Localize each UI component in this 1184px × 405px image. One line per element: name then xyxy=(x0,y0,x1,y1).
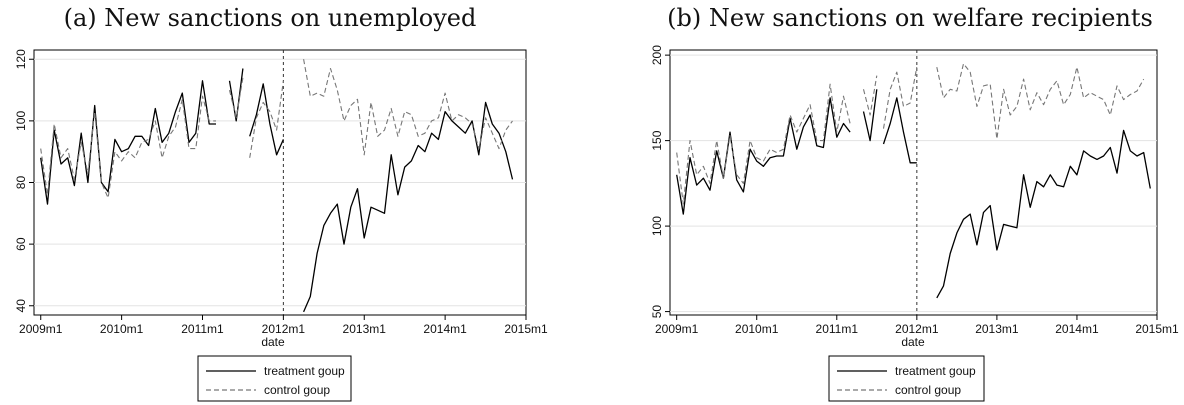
panel-b-series xyxy=(676,63,1151,299)
panel-b-x-ticks: 2009m1 2010m1 2011m1 2012m1 2013m1 2014m1 2015… xyxy=(655,315,1179,336)
panel-b-x-tick-label: 2011m1 xyxy=(816,322,859,336)
panel-a-legend-box xyxy=(197,355,352,402)
panel-b-x-tick-label: 2014m1 xyxy=(1055,322,1099,336)
panel-b-x-tick-label: 2009m1 xyxy=(655,322,699,336)
panel-a: (a) New sanctions on unemployed 40 60 80 10… xyxy=(14,4,548,402)
panel-a-y-ticks: 40 60 80 100 120 xyxy=(14,49,34,313)
panel-a-series-control-line xyxy=(40,77,244,199)
panel-b-series-treatment-line xyxy=(676,89,878,215)
panel-a-series-treatment-line xyxy=(249,83,284,156)
panel-a-y-tick-label: 60 xyxy=(14,237,28,251)
panel-a-x-tick-label: 2014m1 xyxy=(423,322,467,336)
panel-b-title: (b) New sanctions on welfare recipients xyxy=(667,4,1153,32)
panel-a-series-control-line xyxy=(249,80,284,158)
panel-a-series-treatment-line xyxy=(40,68,244,205)
panel-b-series-control-line xyxy=(882,67,918,129)
panel-b-x-tick-label: 2013m1 xyxy=(975,322,1019,336)
panel-b-series-treatment-line xyxy=(882,97,917,164)
panel-b: (b) New sanctions on welfare recipients … xyxy=(650,4,1179,402)
panel-a-y-tick-label: 40 xyxy=(14,299,28,313)
panel-b-grid xyxy=(670,54,1157,313)
panel-a-series-control-line xyxy=(303,59,513,156)
panel-a-x-tick-label: 2015m1 xyxy=(504,322,548,336)
panel-a-grid xyxy=(34,58,526,307)
panel-b-x-tick-label: 2015m1 xyxy=(1135,322,1179,336)
panel-a-y-tick-label: 100 xyxy=(14,111,28,131)
panel-a-x-tick-label: 2010m1 xyxy=(100,322,144,336)
panel-a-legend-label-control: control goup xyxy=(264,383,330,397)
panel-b-plot-area xyxy=(669,49,1158,316)
panel-a-legend-label-treatment: treatment goup xyxy=(264,364,345,378)
panel-a-legend: treatment goup control goup xyxy=(197,355,352,402)
panel-b-series-control-line xyxy=(676,75,878,205)
panel-a-x-ticks: 2009m1 2010m1 2011m1 2012m1 2013m1 2014m1 2015… xyxy=(19,315,548,336)
panel-a-x-tick-label: 2012m1 xyxy=(262,322,306,336)
panel-a-title: (a) New sanctions on unemployed xyxy=(64,4,477,32)
panel-b-x-tick-label: 2012m1 xyxy=(895,322,939,336)
panel-a-x-axis-label: date xyxy=(261,335,285,349)
panel-b-y-ticks: 50 100 150 200 xyxy=(650,45,670,318)
panel-b-legend: treatment goup control goup xyxy=(828,355,985,402)
panel-b-x-axis-label: date xyxy=(901,335,925,349)
panel-b-legend-box xyxy=(828,355,985,402)
panel-b-legend-label-control: control goup xyxy=(895,383,961,397)
panel-a-series xyxy=(40,59,514,313)
panel-b-y-tick-label: 200 xyxy=(650,45,664,65)
panel-b-legend-label-treatment: treatment goup xyxy=(895,364,976,378)
panel-a-x-tick-label: 2011m1 xyxy=(181,322,224,336)
panel-a-x-tick-label: 2013m1 xyxy=(343,322,387,336)
panel-b-y-tick-label: 150 xyxy=(650,130,664,150)
panel-b-series-treatment-line xyxy=(936,129,1151,299)
panel-a-y-tick-label: 120 xyxy=(14,49,28,69)
panel-b-x-tick-label: 2010m1 xyxy=(735,322,779,336)
panel-b-y-tick-label: 100 xyxy=(650,216,664,236)
panel-b-series-control-line xyxy=(936,63,1145,140)
panel-a-y-tick-label: 80 xyxy=(14,176,28,190)
panel-b-y-tick-label: 50 xyxy=(650,305,664,319)
panel-a-x-tick-label: 2009m1 xyxy=(19,322,63,336)
panel-a-series-treatment-line xyxy=(303,101,514,313)
